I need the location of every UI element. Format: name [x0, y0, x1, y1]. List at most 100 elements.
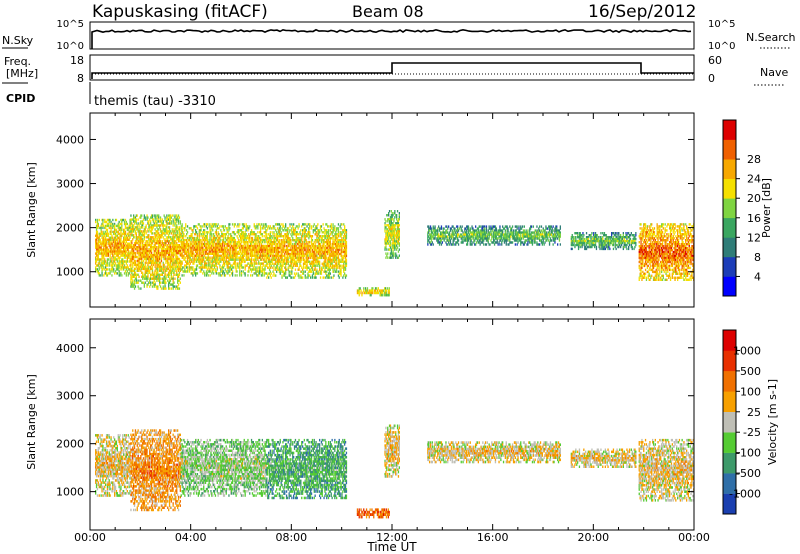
- power-echo-cell: [264, 241, 265, 243]
- power-echo-cell: [159, 258, 160, 260]
- power-echo-cell: [252, 274, 253, 276]
- power-echo-cell: [160, 278, 161, 280]
- power-echo-cell: [137, 214, 138, 216]
- power-echo-cell: [229, 227, 230, 229]
- power-echo-cell: [187, 231, 188, 233]
- power-echo-cell: [345, 269, 346, 271]
- power-echo-cell: [310, 276, 311, 278]
- power-echo-cell: [257, 231, 258, 233]
- power-echo-cell: [185, 225, 186, 227]
- power-echo-cell: [320, 276, 321, 278]
- power-echo-cell: [244, 225, 245, 227]
- power-echo-cell: [330, 272, 331, 274]
- power-echo-cell: [236, 274, 237, 276]
- power-echo-cell: [261, 223, 262, 225]
- power-echo-cell: [340, 227, 341, 229]
- power-echo-cell: [146, 226, 147, 228]
- power-echo-cell: [107, 268, 108, 270]
- fitacf-summary-plot: Kapuskasing (fitACF) Beam 08 16/Sep/2012…: [0, 0, 800, 554]
- power-echo-cell: [169, 287, 170, 289]
- station-title: Kapuskasing (fitACF): [92, 2, 268, 22]
- power-echo-cell: [293, 223, 294, 225]
- power-echo-cell: [305, 271, 306, 273]
- power-echo-cell: [178, 283, 179, 285]
- power-echo-cell: [281, 276, 282, 278]
- power-echo-cell: [289, 225, 290, 227]
- power-echo-cell: [183, 235, 184, 237]
- power-echo-cell: [95, 221, 96, 223]
- power-echo-cell: [315, 276, 316, 278]
- power-echo-cell: [268, 276, 269, 278]
- power-echo-cell: [232, 223, 233, 225]
- power-echo-cell: [300, 229, 301, 231]
- power-echo-cell: [116, 219, 117, 221]
- power-echo-cell: [141, 214, 142, 216]
- power-echo-cell: [297, 265, 298, 267]
- power-echo-cell: [241, 274, 242, 276]
- nsky-trace: [92, 30, 691, 49]
- power-echo-cell: [129, 237, 130, 239]
- power-echo-cell: [289, 231, 290, 233]
- power-echo-cell: [306, 229, 307, 231]
- power-echo-cell: [331, 276, 332, 278]
- power-echo-cell: [144, 238, 145, 240]
- power-echo-cell: [127, 223, 128, 225]
- power-echo-cell: [138, 276, 139, 278]
- power-echo-cell: [309, 241, 310, 243]
- power-echo-cell: [147, 216, 148, 218]
- power-echo-cell: [306, 276, 307, 278]
- power-echo-cell: [249, 225, 250, 227]
- power-echo-cell: [262, 274, 263, 276]
- power-echo-cell: [200, 229, 201, 231]
- power-echo-cell: [207, 223, 208, 225]
- power-echo-cell: [134, 236, 135, 238]
- power-echo-cell: [117, 272, 118, 274]
- power-echo-cell: [121, 274, 122, 276]
- power-echo-cell: [285, 272, 286, 274]
- power-echo-cell: [287, 276, 288, 278]
- power-echo-cell: [224, 264, 225, 266]
- power-echo-cell: [339, 276, 340, 278]
- power-echo-cell: [171, 287, 172, 289]
- power-echo-cell: [182, 262, 183, 264]
- power-echo-cell: [245, 268, 246, 270]
- power-echo-cell: [165, 282, 166, 284]
- date-title: 16/Sep/2012: [588, 2, 696, 22]
- power-echo-cell: [245, 274, 246, 276]
- power-echo-cell: [229, 274, 230, 276]
- power-echo-cell: [298, 225, 299, 227]
- nave-label: Nave: [760, 66, 788, 79]
- power-echo-cell: [339, 249, 340, 251]
- power-echo-cell: [187, 225, 188, 227]
- power-echo-cell: [328, 225, 329, 227]
- power-echo-cell: [312, 276, 313, 278]
- power-echo-cell: [178, 222, 179, 224]
- power-echo-cell: [224, 229, 225, 231]
- power-echo-cell: [99, 268, 100, 270]
- power-echo-cell: [262, 235, 263, 237]
- power-echo-layer: [95, 210, 694, 296]
- power-echo-cell: [232, 274, 233, 276]
- power-echo-cell: [171, 222, 172, 224]
- nsearch-tick-low: 10^0: [708, 41, 735, 52]
- nsky-tick-high: 10^5: [57, 19, 84, 30]
- power-echo-cell: [165, 287, 166, 289]
- power-echo-cell: [239, 223, 240, 225]
- power-echo-cell: [112, 219, 113, 221]
- power-echo-cell: [157, 287, 158, 289]
- nave-tick-low: 0: [708, 72, 715, 85]
- power-echo-cell: [192, 274, 193, 276]
- power-echo-cell: [173, 274, 174, 276]
- power-echo-cell: [333, 274, 334, 276]
- power-echo-cell: [228, 233, 229, 235]
- power-echo-cell: [219, 225, 220, 227]
- power-echo-cell: [271, 272, 272, 274]
- power-echo-cell: [145, 282, 146, 284]
- power-echo-cell: [235, 233, 236, 235]
- power-echo-cell: [286, 269, 287, 271]
- power-echo-cell: [302, 276, 303, 278]
- power-echo-cell: [319, 231, 320, 233]
- freq-tick-high: 18: [70, 54, 84, 67]
- power-echo-cell: [132, 266, 133, 268]
- cpid-value: themis (tau) -3310: [94, 94, 216, 109]
